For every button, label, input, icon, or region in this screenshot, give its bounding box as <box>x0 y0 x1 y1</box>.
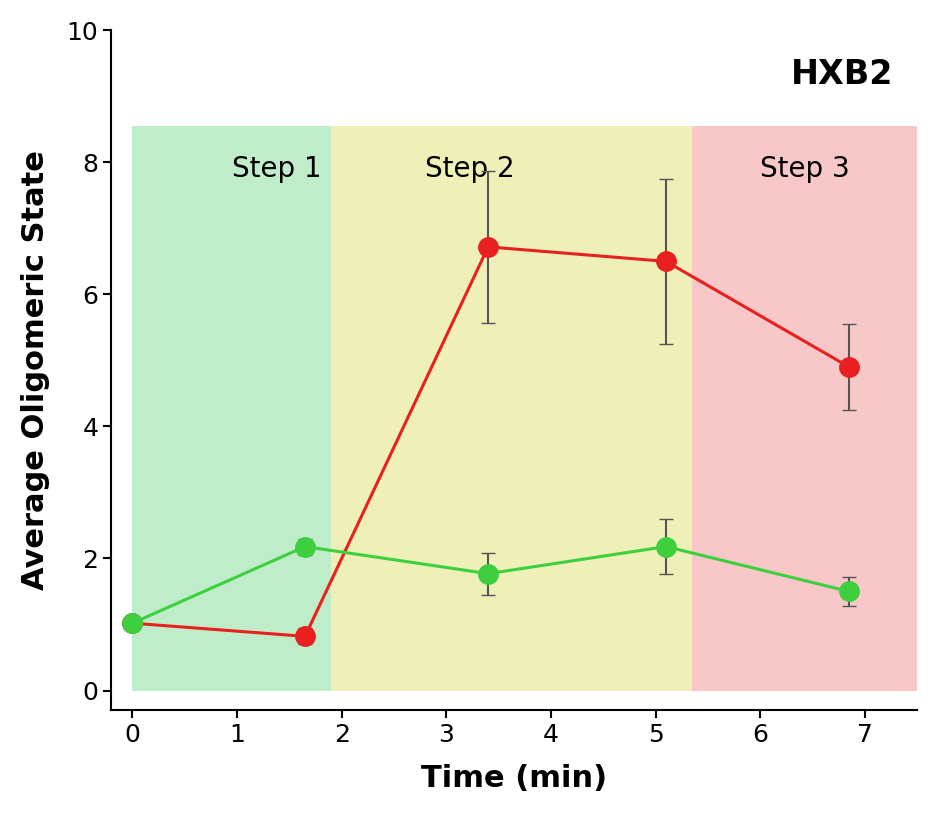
Text: Step 3: Step 3 <box>760 155 850 183</box>
Bar <box>132 126 331 690</box>
Bar <box>331 126 692 690</box>
Text: Step 2: Step 2 <box>425 155 515 183</box>
Y-axis label: Average Oligomeric State: Average Oligomeric State <box>21 151 50 590</box>
Text: Step 1: Step 1 <box>232 155 322 183</box>
X-axis label: Time (min): Time (min) <box>421 764 608 793</box>
Text: HXB2: HXB2 <box>791 58 893 90</box>
Bar <box>692 126 917 690</box>
